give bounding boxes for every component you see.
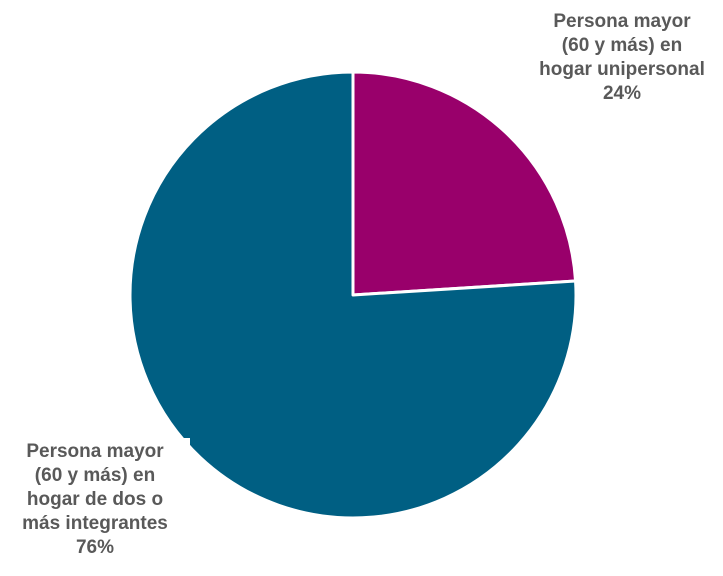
slice-label-unipersonal: Persona mayor (60 y más) en hogar uniper… — [522, 10, 722, 106]
slice-label-line: Persona mayor — [26, 441, 164, 462]
pie-slice-0 — [351, 70, 578, 297]
slice-label-dos-o-mas: Persona mayor (60 y más) en hogar de dos… — [0, 438, 190, 560]
slice-value-label: 24% — [602, 83, 642, 104]
slice-label-line: Persona mayor — [553, 11, 691, 32]
pie-slices — [128, 70, 578, 520]
pie-slice-1 — [128, 70, 578, 520]
slice-label-line: (60 y más) en — [34, 465, 156, 486]
slice-value-label: 76% — [75, 537, 115, 558]
slice-label-line: hogar unipersonal — [539, 59, 705, 80]
slice-label-line: más integrantes — [22, 513, 168, 534]
slice-label-line: hogar de dos o — [26, 489, 164, 510]
slice-label-line: (60 y más) en — [561, 35, 683, 56]
